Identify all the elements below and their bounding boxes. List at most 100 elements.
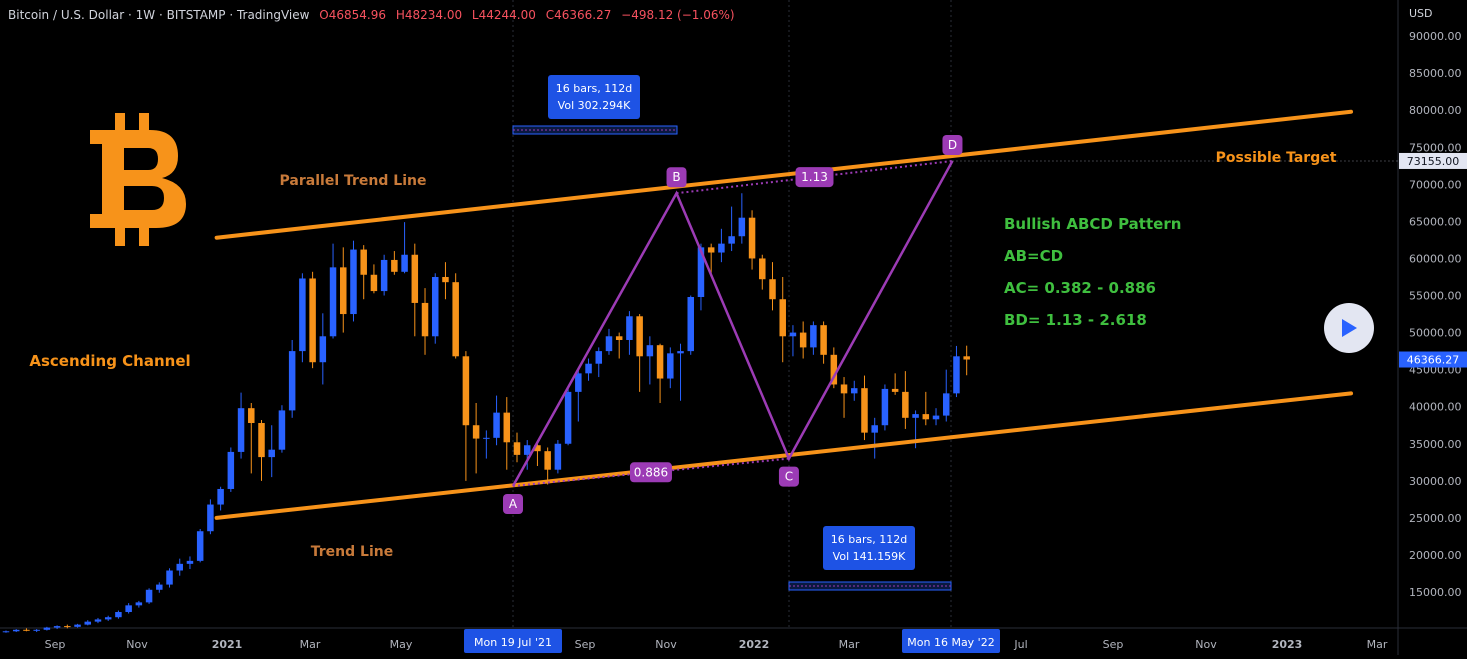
change-value: −498.12 (−1.06%) — [621, 8, 735, 22]
bars-range-label: Vol 141.159K — [833, 550, 906, 563]
candle-body — [401, 254, 408, 272]
x-tick-label: 2022 — [739, 638, 770, 651]
candle-body — [636, 316, 643, 357]
candle-body — [626, 316, 633, 340]
last-price-label: 46366.27 — [1407, 354, 1460, 367]
candle-body — [667, 353, 674, 379]
open-value: O46854.96 — [319, 8, 386, 22]
pattern-point-label: A — [509, 497, 518, 511]
candle-body — [207, 504, 214, 532]
bars-range-label: 16 bars, 112d — [831, 533, 907, 546]
y-tick-label: 50000.00 — [1409, 327, 1462, 340]
parallel-trend-line-label: Parallel Trend Line — [280, 173, 427, 189]
y-tick-label: 40000.00 — [1409, 401, 1462, 414]
candle-body — [677, 351, 684, 354]
pattern-point-b — [666, 167, 687, 188]
ratio-badge-bd — [795, 167, 834, 188]
target-price-label: 73155.00 — [1407, 155, 1460, 168]
candle-body — [248, 408, 255, 424]
candle-body — [360, 249, 367, 275]
y-tick-label: 75000.00 — [1409, 141, 1462, 154]
candle-body — [380, 259, 388, 292]
candle-body — [687, 297, 694, 352]
candle-body — [258, 423, 265, 458]
possible-target-label: Possible Target — [1216, 150, 1337, 166]
pattern-title: Bullish ABCD Pattern — [1004, 215, 1181, 233]
currency-label: USD — [1409, 7, 1433, 20]
candle-body — [544, 451, 551, 470]
candle-body — [135, 602, 143, 606]
x-tick-label: Nov — [126, 638, 148, 651]
candle-body — [2, 631, 10, 633]
candle-body — [718, 243, 725, 253]
replay-play-button[interactable] — [1324, 303, 1374, 353]
bitcoin-logo-part — [139, 224, 149, 246]
chart-header: Bitcoin / U.S. Dollar · 1W · BITSTAMP · … — [8, 8, 735, 22]
candle-body — [748, 217, 756, 259]
last-price-badge — [1399, 351, 1467, 368]
x-tick-label: Mar — [839, 638, 860, 651]
candle-body — [421, 302, 429, 337]
pattern-point-label: D — [948, 138, 957, 152]
x-tick-label: Nov — [655, 638, 677, 651]
bitcoin-logo-part — [90, 130, 186, 228]
trend-line-label: Trend Line — [311, 544, 393, 560]
bars-range-label-box — [823, 526, 915, 570]
y-tick-label: 25000.00 — [1409, 512, 1462, 525]
candle-body — [370, 274, 378, 292]
x-tick-label: Sep — [45, 638, 66, 651]
pattern-point-c — [778, 466, 799, 487]
candle-body — [534, 445, 541, 452]
candle-body — [789, 332, 797, 337]
candle-body — [759, 258, 766, 280]
candle-body — [554, 443, 562, 470]
bitcoin-logo-part — [115, 113, 125, 133]
x-date-highlight-label: Mon 16 May '22 — [907, 636, 994, 649]
candle-body — [912, 414, 919, 418]
candle-body — [74, 624, 81, 627]
bars-range-label-box — [548, 75, 640, 119]
candle-body — [891, 388, 899, 392]
candle-body — [125, 605, 132, 613]
y-tick-label: 30000.00 — [1409, 475, 1462, 488]
candle-body — [350, 249, 357, 315]
candle-body — [94, 619, 102, 622]
y-tick-label: 70000.00 — [1409, 178, 1462, 191]
candle-body — [595, 351, 603, 364]
candle-body — [585, 363, 592, 374]
close-value: C46366.27 — [545, 8, 612, 22]
trend-line — [214, 391, 1354, 520]
x-tick-label: 2021 — [212, 638, 243, 651]
y-tick-label: 20000.00 — [1409, 549, 1462, 562]
candle-body — [391, 259, 398, 272]
candle-body — [779, 299, 786, 337]
candle-body — [738, 217, 746, 237]
candle-body — [411, 254, 419, 303]
candle-body — [513, 442, 521, 455]
y-tick-label: 55000.00 — [1409, 290, 1462, 303]
y-tick-label: 15000.00 — [1409, 586, 1462, 599]
candle-body — [932, 415, 940, 420]
x-tick-label: Sep — [575, 638, 596, 651]
candle-body — [268, 449, 275, 458]
candle-body — [319, 336, 327, 363]
y-tick-label: 60000.00 — [1409, 252, 1462, 265]
candle-body — [881, 388, 889, 426]
candle-body — [156, 584, 163, 590]
symbol-title: Bitcoin / U.S. Dollar · 1W · BITSTAMP · … — [8, 8, 310, 22]
candle-body — [575, 373, 582, 392]
candle-body — [953, 356, 960, 394]
candle-body — [33, 629, 40, 631]
pattern-rule: AB=CD — [1004, 247, 1063, 265]
candle-body — [483, 437, 490, 439]
candle-body — [166, 570, 173, 585]
candle-body — [431, 276, 439, 337]
candle-body — [115, 612, 122, 618]
candle-body — [799, 332, 807, 348]
pattern-point-label: C — [785, 470, 793, 484]
y-tick-label: 90000.00 — [1409, 30, 1462, 43]
candle-body — [43, 627, 51, 630]
pattern-point-d — [942, 134, 963, 155]
